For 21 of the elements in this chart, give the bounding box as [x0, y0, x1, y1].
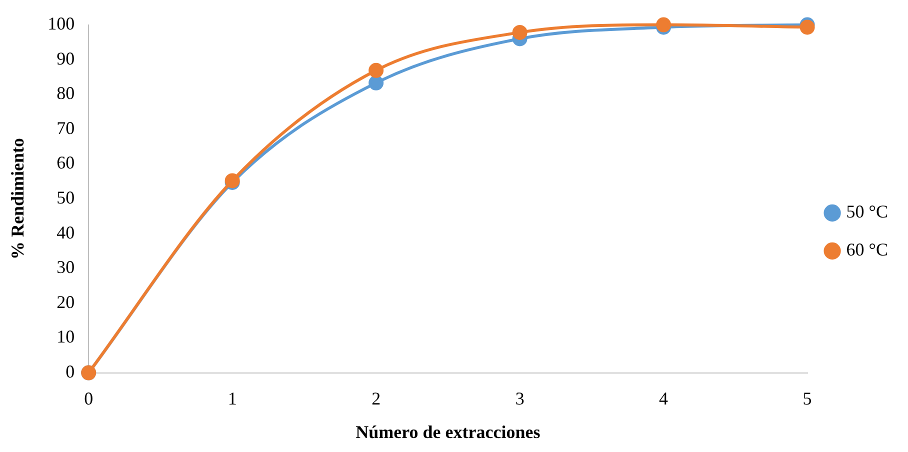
- y-tick-label: 40: [56, 222, 75, 242]
- y-tick-label: 0: [66, 362, 75, 382]
- y-axis-title: % Rendimiento: [7, 138, 28, 260]
- x-tick-label: 1: [228, 388, 237, 408]
- y-tick-label: 80: [56, 83, 75, 104]
- legend-label: 60 °C: [846, 240, 888, 260]
- y-tick-label: 100: [48, 14, 75, 34]
- y-tick-label: 60: [56, 152, 75, 173]
- x-tick-label: 2: [372, 388, 381, 408]
- x-axis-title: Número de extracciones: [356, 422, 540, 442]
- x-tick-label: 4: [659, 388, 668, 408]
- y-tick-label: 50: [56, 188, 75, 208]
- y-tick-label: 30: [56, 257, 75, 278]
- y-tick-label: 10: [56, 326, 75, 347]
- x-tick-label: 0: [84, 388, 94, 408]
- legend-label: 50 °C: [846, 202, 888, 222]
- y-tick-label: 20: [56, 292, 75, 312]
- y-tick-label: 90: [56, 48, 75, 68]
- x-tick-label: 3: [515, 388, 524, 408]
- y-tick-label: 70: [56, 118, 75, 138]
- x-tick-label: 5: [802, 388, 812, 408]
